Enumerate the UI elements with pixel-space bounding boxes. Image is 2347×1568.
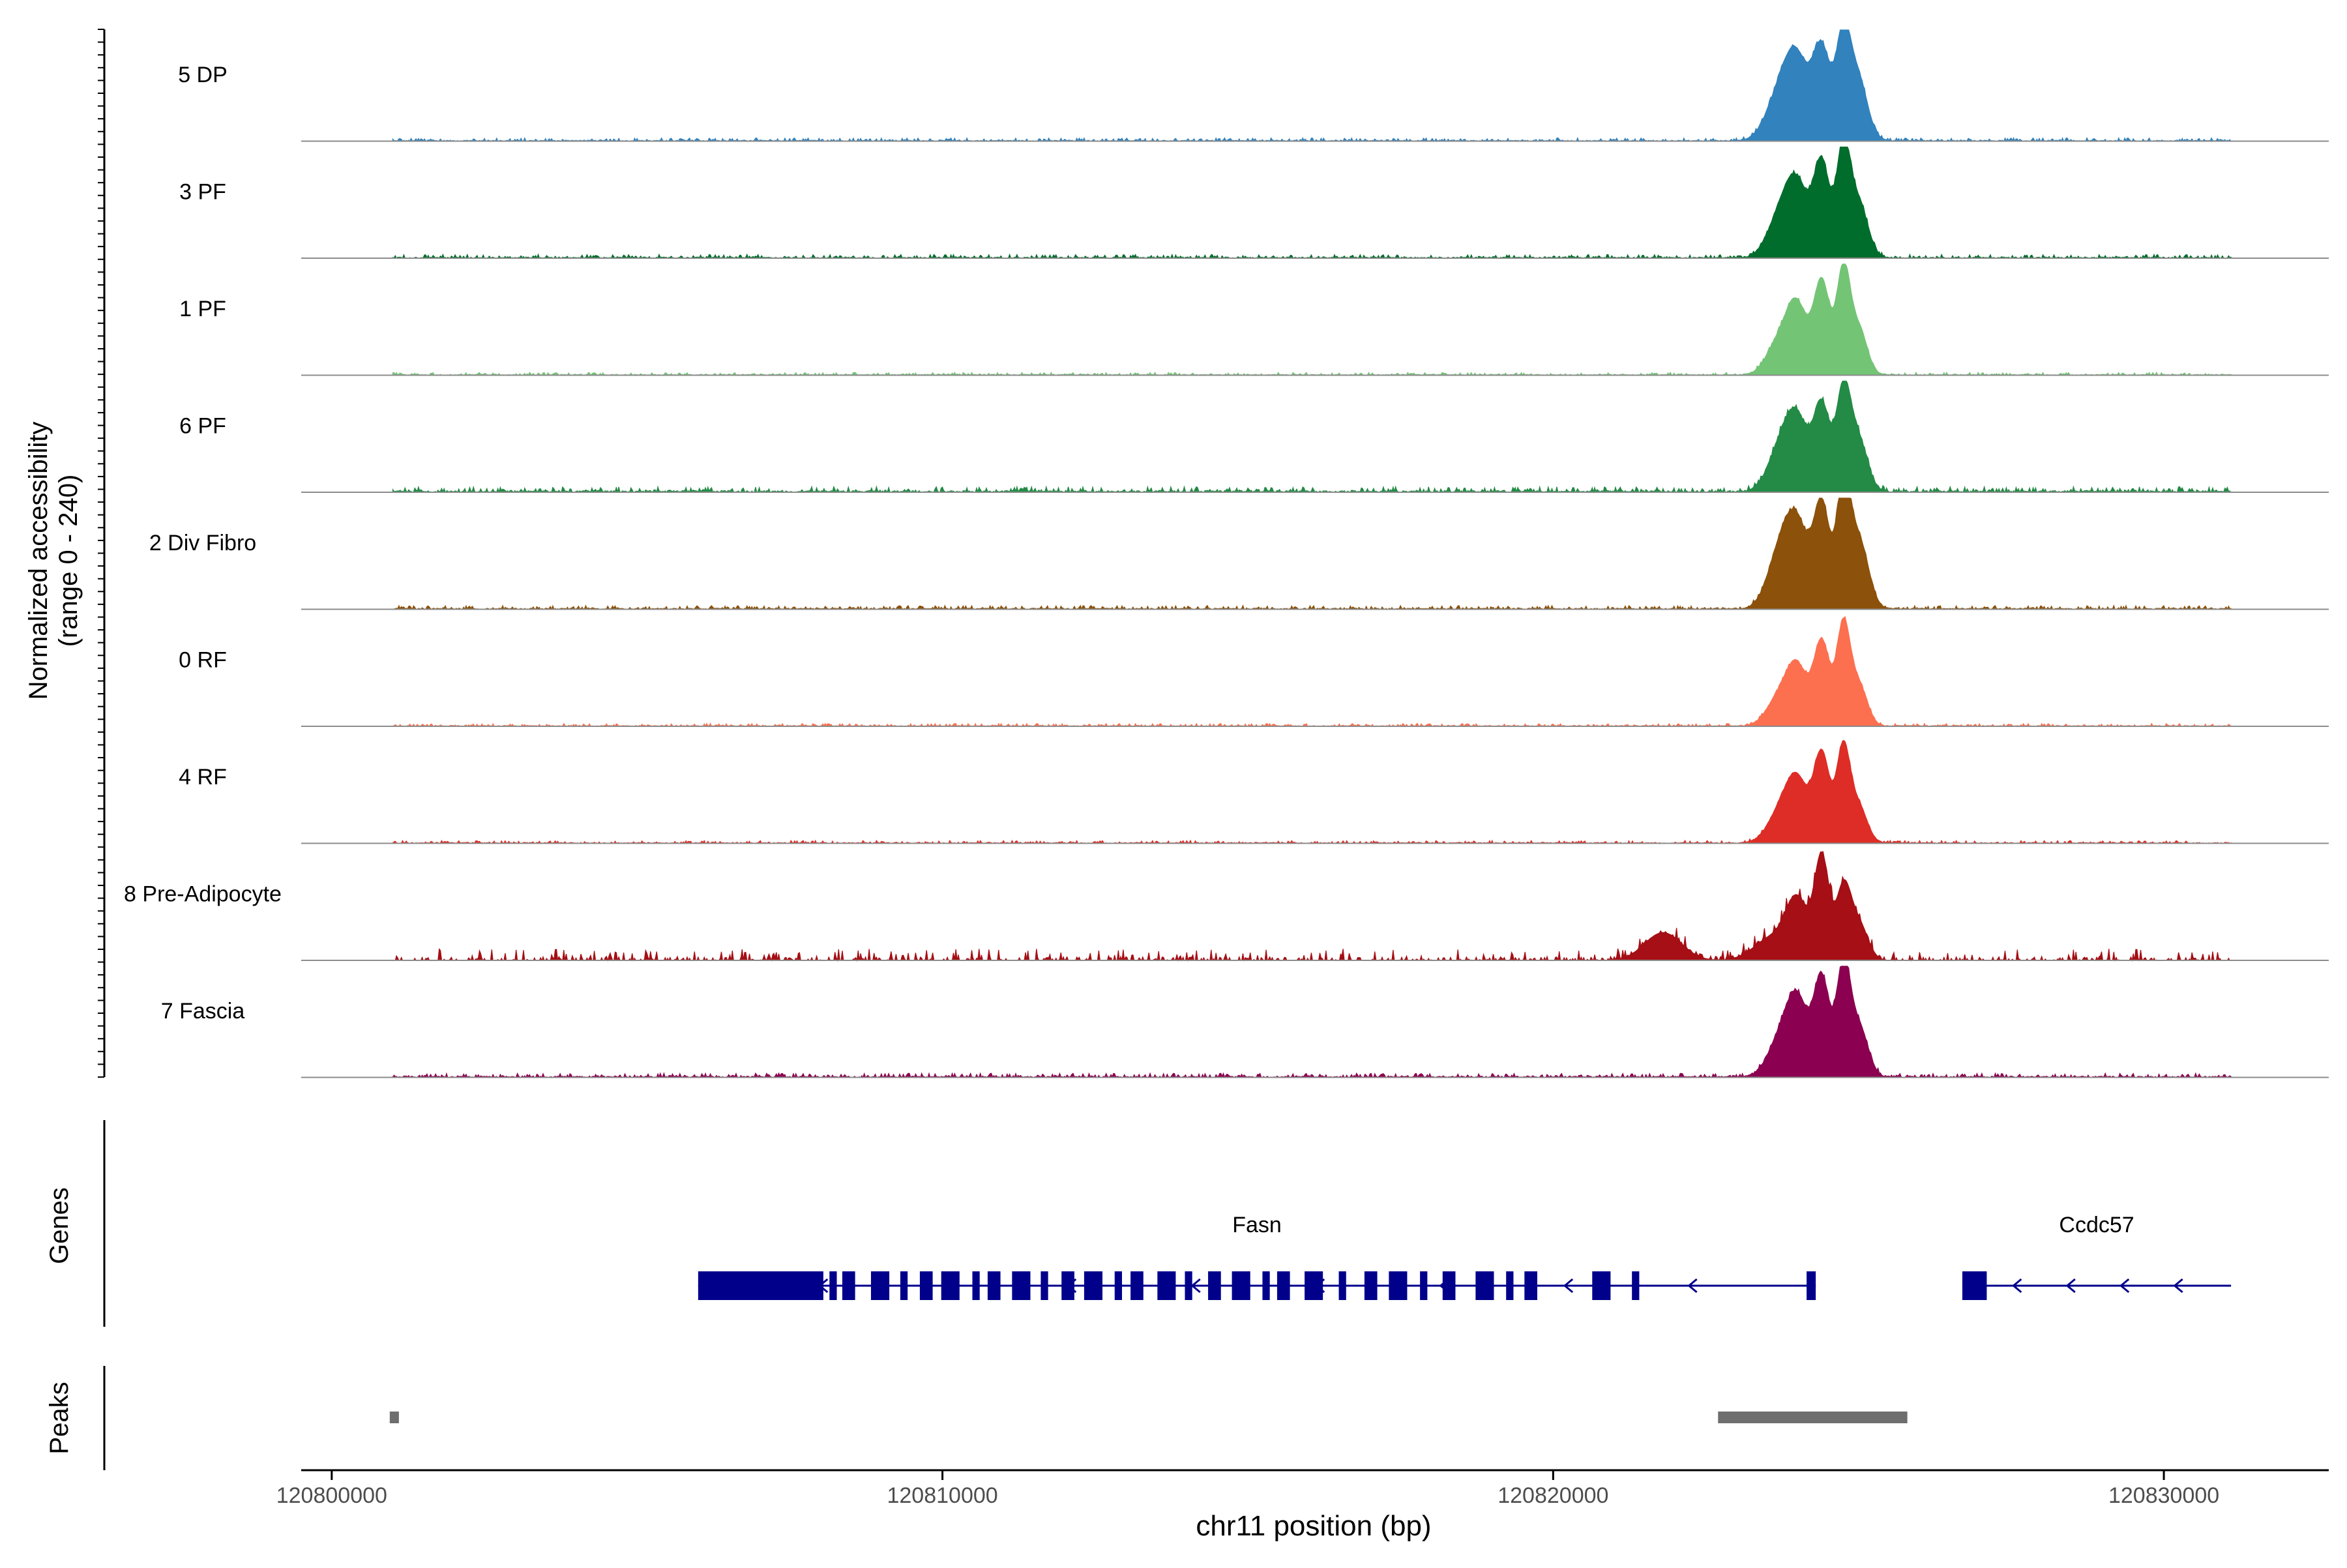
- gene-exon: [1962, 1271, 1987, 1300]
- gene-exon: [1807, 1271, 1816, 1300]
- gene-exon: [1632, 1271, 1640, 1300]
- peak-region: [1718, 1412, 1908, 1423]
- gene-exon: [1232, 1271, 1250, 1300]
- track-label: 1 PF: [179, 297, 226, 321]
- gene-exon: [900, 1271, 908, 1300]
- gene-exon: [1506, 1271, 1514, 1300]
- gene-exon: [1592, 1271, 1611, 1300]
- gene-exon: [1208, 1271, 1221, 1300]
- peaks-panel-label: Peaks: [45, 1382, 74, 1454]
- track-label: 8 Pre-Adipocyte: [124, 882, 282, 907]
- strand-arrow: [1563, 1278, 1574, 1294]
- track-label: 2 Div Fibro: [149, 531, 256, 555]
- track-label: 0 RF: [179, 648, 227, 673]
- coverage-tracks: 5 DP 3 PF 1 PF 6 PF 2 Div Fibro 0 RF 4 RF 8 Pre…: [98, 29, 2329, 1079]
- strand-arrow: [1066, 1278, 1077, 1294]
- gene-exon: [1338, 1271, 1346, 1300]
- gene-exon: [1084, 1271, 1103, 1300]
- coverage-area-2: [392, 263, 2232, 376]
- gene-exon: [870, 1271, 890, 1300]
- x-axis: 120800000 120810000 120820000 120830000: [276, 1469, 2329, 1508]
- y-axis-label-line1: Normalized accessibility: [24, 422, 53, 700]
- gene-exon: [698, 1271, 823, 1300]
- strand-arrow: [1687, 1278, 1698, 1294]
- gene-label: Fasn: [1232, 1213, 1282, 1237]
- strand-arrow: [942, 1278, 952, 1294]
- gene-exon: [1262, 1271, 1270, 1300]
- coverage-area-4: [392, 497, 2232, 611]
- strand-arrow: [1190, 1278, 1201, 1294]
- track-label: 4 RF: [179, 765, 227, 790]
- track-label: 3 PF: [179, 180, 226, 205]
- gene-exon: [1305, 1271, 1323, 1300]
- strand-arrow: [2012, 1278, 2022, 1294]
- peak-region: [389, 1412, 399, 1423]
- genes-panel-label: Genes: [45, 1187, 74, 1264]
- x-tick-label: 120820000: [1498, 1483, 1608, 1508]
- gene-exon: [1130, 1271, 1144, 1300]
- gene-label: Ccdc57: [2059, 1213, 2134, 1237]
- track-label: 5 DP: [178, 63, 228, 87]
- y-axis-label-line2: (range 0 - 240): [54, 475, 83, 647]
- gene-exon: [1475, 1271, 1494, 1300]
- gene-exon: [1185, 1271, 1192, 1300]
- coverage-area-1: [392, 146, 2232, 259]
- gene-exon: [829, 1271, 837, 1300]
- gene-exon: [1442, 1271, 1456, 1300]
- gene-exon: [1277, 1271, 1290, 1300]
- x-tick-label: 120830000: [2108, 1483, 2219, 1508]
- gene-exon: [1012, 1271, 1031, 1300]
- x-axis-title: chr11 position (bp): [1196, 1510, 1431, 1542]
- strand-arrow: [2173, 1278, 2183, 1294]
- gene-exon: [842, 1271, 855, 1300]
- gene-exon: [1114, 1271, 1122, 1300]
- gene-annotation-panel: Fasn Ccdc57: [103, 1120, 2232, 1327]
- strand-arrow: [2119, 1278, 2130, 1294]
- coverage-area-8: [392, 966, 2232, 1079]
- strand-arrow: [818, 1278, 829, 1294]
- gene-exon: [1420, 1271, 1428, 1300]
- coverage-area-6: [392, 740, 2232, 844]
- track-label: 7 Fascia: [161, 999, 245, 1024]
- coverage-area-7: [392, 851, 2232, 962]
- gene-exon: [1389, 1271, 1408, 1300]
- coverage-area-3: [392, 380, 2232, 494]
- gene-exon: [1041, 1271, 1048, 1300]
- x-tick-label: 120800000: [276, 1483, 387, 1508]
- coverage-area-0: [392, 29, 2232, 142]
- gene-exon: [1364, 1271, 1378, 1300]
- peaks-panel: [103, 1366, 1908, 1470]
- track-label: 6 PF: [179, 414, 226, 439]
- gene-exon: [1524, 1271, 1537, 1300]
- gene-exon: [972, 1271, 980, 1300]
- strand-arrow: [2065, 1278, 2076, 1294]
- strand-arrow: [1314, 1278, 1325, 1294]
- gene-exon: [1157, 1271, 1176, 1300]
- strand-arrow: [1439, 1278, 1449, 1294]
- gene-exon: [987, 1271, 1001, 1300]
- x-tick-label: 120810000: [887, 1483, 997, 1508]
- gene-exon: [919, 1271, 933, 1300]
- coverage-area-5: [392, 615, 2232, 728]
